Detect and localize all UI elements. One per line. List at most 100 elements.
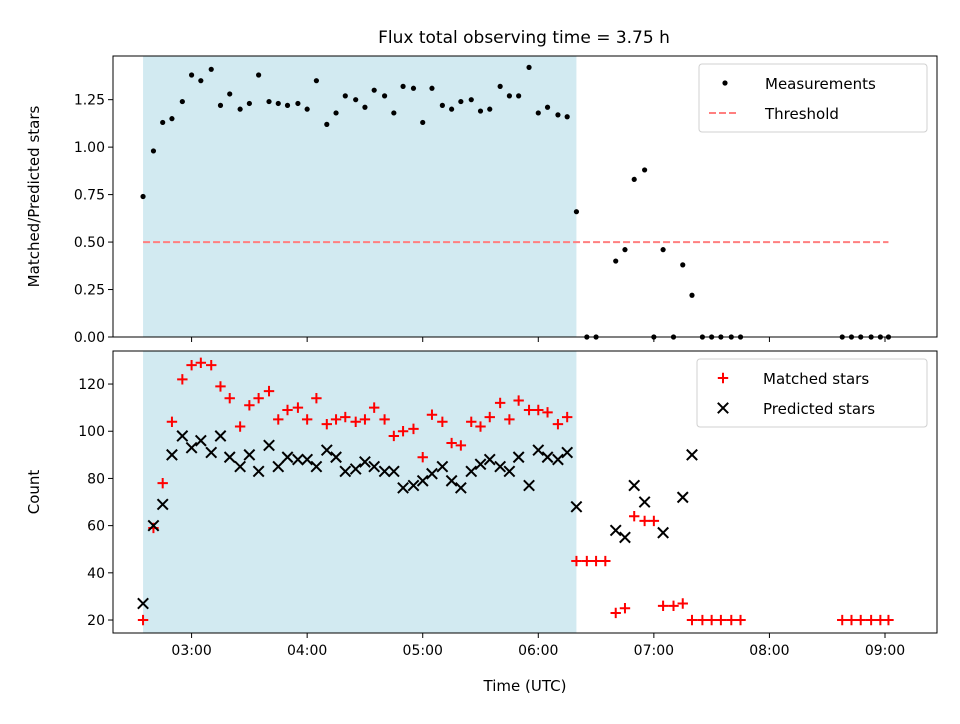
bottom-series-1-point xyxy=(195,357,207,368)
top-legend-box xyxy=(698,63,928,133)
top-series-1-point xyxy=(497,83,503,89)
bottom-xtick-label: 04:00 xyxy=(287,643,327,659)
bottom-series-1-point xyxy=(697,614,708,626)
bottom-series-1-point xyxy=(273,414,284,425)
bottom-series-1-point xyxy=(215,381,226,392)
bottom-series-1-point xyxy=(282,404,293,416)
bottom-series-2-point xyxy=(349,463,362,475)
bottom-series-1-point xyxy=(726,614,737,626)
bottom-xtick-label: 05:00 xyxy=(403,643,443,659)
top-series-1-point xyxy=(333,110,339,116)
bottom-series-1-point xyxy=(253,392,264,404)
bottom-series-2-point xyxy=(465,465,478,478)
bottom-panel: 20 40 60 80 100 120 03:00 04:00 05:00 06:00 07:00 0… xyxy=(25,350,938,695)
bottom-series-2-point xyxy=(292,453,304,466)
top-ytick-label: 1.00 xyxy=(74,140,105,156)
bottom-series-1-point xyxy=(263,385,275,397)
bottom-series-1-point xyxy=(686,614,698,626)
top-ylabel: Matched/Predicted stars xyxy=(25,106,43,288)
top-series-1-point xyxy=(275,100,281,107)
bottom-series-2-point xyxy=(301,453,314,466)
bottom-series-1-point xyxy=(426,409,438,420)
bottom-series-1-point xyxy=(166,416,178,427)
bottom-series-1-point xyxy=(706,614,717,626)
bottom-series-1-point xyxy=(533,404,544,416)
bottom-series-1-point xyxy=(224,392,235,404)
bottom-series-2-point xyxy=(243,448,256,461)
bottom-series-1-point xyxy=(865,614,877,626)
bottom-series-1-point xyxy=(359,414,371,425)
bottom-ytick-label: 120 xyxy=(78,377,105,393)
top-series-1-point xyxy=(400,83,406,89)
top-series-1-point xyxy=(160,119,166,126)
top-series-1 xyxy=(140,64,892,340)
bottom-series-2 xyxy=(137,430,698,610)
top-series-1-point xyxy=(477,108,484,114)
bottom-series-2-point xyxy=(387,465,400,478)
bottom-xtick-label: 09:00 xyxy=(865,643,905,659)
bottom-series-2-point xyxy=(252,465,265,478)
bottom-series-2-point xyxy=(205,446,218,459)
bottom-series-2-point xyxy=(445,474,458,487)
bottom-series-2-point xyxy=(320,444,333,457)
bottom-series-1-point xyxy=(552,418,564,430)
bottom-series-2-point xyxy=(214,430,227,442)
bottom-series-1-point xyxy=(657,600,669,612)
bottom-series-2-point xyxy=(194,434,207,447)
bottom-series-2-point xyxy=(166,448,178,461)
bottom-ytick-label: 20 xyxy=(87,613,105,629)
bottom-series-2-point xyxy=(570,500,583,513)
top-series-1-point xyxy=(169,116,175,122)
top-series-1-point xyxy=(526,64,532,70)
top-panel: 0.00 0.25 0.50 0.75 1.00 1.25 Matched/Predicte… xyxy=(25,55,938,346)
bottom-series-1-point xyxy=(137,614,149,626)
bottom-series-1-point xyxy=(330,414,342,425)
bottom-legend-box xyxy=(696,358,928,428)
top-series-1-point xyxy=(342,93,348,99)
bottom-series-1-point xyxy=(619,603,631,614)
bottom-series-2-point xyxy=(619,531,631,544)
top-series-1-point xyxy=(150,148,157,154)
top-series-1-point xyxy=(266,98,272,105)
top-series-1-point xyxy=(622,247,628,253)
top-series-1-point xyxy=(573,209,580,215)
top-series-1-point xyxy=(449,106,455,112)
bottom-series-2-point xyxy=(263,439,275,452)
bottom-series-1-point xyxy=(417,451,428,463)
bottom-series-2-point xyxy=(638,496,651,508)
bottom-axes-frame xyxy=(112,350,938,634)
top-series-1-point xyxy=(237,106,243,112)
bottom-series-1-point xyxy=(715,614,727,626)
bottom-series-2-point xyxy=(657,526,670,539)
bottom-series-1-point xyxy=(234,421,246,432)
bottom-series-1-point xyxy=(350,416,361,427)
top-series-1-point xyxy=(227,91,233,97)
bottom-series-1-point xyxy=(437,416,448,427)
bottom-legend-label-2: Predicted stars xyxy=(763,400,875,418)
top-series-1-point xyxy=(642,167,648,173)
bottom-ytick-label: 80 xyxy=(87,471,105,487)
bottom-series-1-point xyxy=(301,414,313,425)
bottom-series-1-point xyxy=(475,421,486,432)
bottom-series-2-point xyxy=(676,491,689,504)
bottom-series-1-point xyxy=(484,411,495,423)
top-series-1-point xyxy=(439,102,445,108)
bottom-series-2-point xyxy=(330,451,342,464)
bottom-series-1-point xyxy=(446,437,457,449)
top-series-1-point xyxy=(544,104,551,110)
bottom-xtick-label: 06:00 xyxy=(518,643,558,659)
bottom-series-1-point xyxy=(311,392,322,404)
bottom-series-1-point xyxy=(504,414,515,425)
bottom-series-2-point xyxy=(436,460,449,473)
bottom-series-1-point xyxy=(388,430,400,442)
top-series-1-point xyxy=(429,85,435,91)
bottom-series-1-point xyxy=(494,397,506,409)
bottom-series-1-point xyxy=(855,614,866,626)
bottom-legend-swatch-1 xyxy=(717,372,729,384)
top-series-1-point xyxy=(680,262,686,268)
bottom-series-2-point xyxy=(483,453,496,466)
bottom-series-2-point xyxy=(454,481,467,494)
top-series-1-point xyxy=(324,121,330,127)
bottom-series-2-point xyxy=(426,467,438,480)
bottom-series-1-point xyxy=(513,395,524,406)
